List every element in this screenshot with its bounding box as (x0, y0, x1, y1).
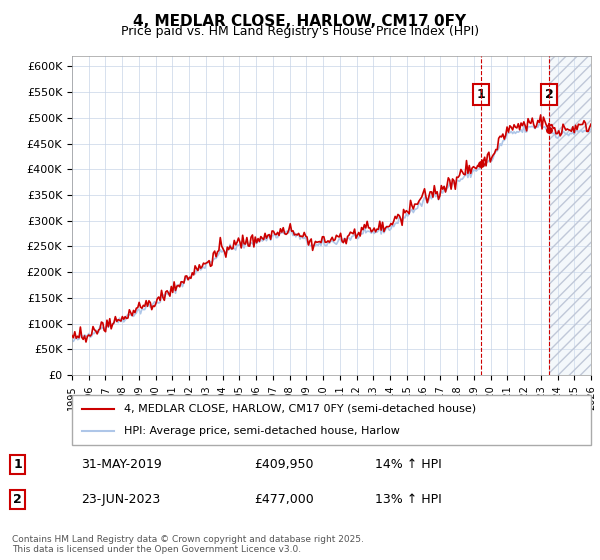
Text: 1: 1 (13, 458, 22, 471)
Text: 2: 2 (545, 88, 554, 101)
Text: 2: 2 (13, 493, 22, 506)
Text: £477,000: £477,000 (254, 493, 314, 506)
Text: 23-JUN-2023: 23-JUN-2023 (81, 493, 160, 506)
Text: 13% ↑ HPI: 13% ↑ HPI (375, 493, 442, 506)
Text: Contains HM Land Registry data © Crown copyright and database right 2025.
This d: Contains HM Land Registry data © Crown c… (12, 535, 364, 554)
Text: 4, MEDLAR CLOSE, HARLOW, CM17 0FY (semi-detached house): 4, MEDLAR CLOSE, HARLOW, CM17 0FY (semi-… (124, 404, 476, 414)
Text: 31-MAY-2019: 31-MAY-2019 (81, 458, 162, 471)
Bar (549, 56, 591, 375)
Text: 1: 1 (476, 88, 485, 101)
Text: 4, MEDLAR CLOSE, HARLOW, CM17 0FY: 4, MEDLAR CLOSE, HARLOW, CM17 0FY (133, 14, 467, 29)
Bar (549, 56, 591, 375)
Text: HPI: Average price, semi-detached house, Harlow: HPI: Average price, semi-detached house,… (124, 426, 400, 436)
FancyBboxPatch shape (72, 395, 591, 445)
Text: Price paid vs. HM Land Registry's House Price Index (HPI): Price paid vs. HM Land Registry's House … (121, 25, 479, 38)
Text: £409,950: £409,950 (254, 458, 313, 471)
Text: 14% ↑ HPI: 14% ↑ HPI (375, 458, 442, 471)
